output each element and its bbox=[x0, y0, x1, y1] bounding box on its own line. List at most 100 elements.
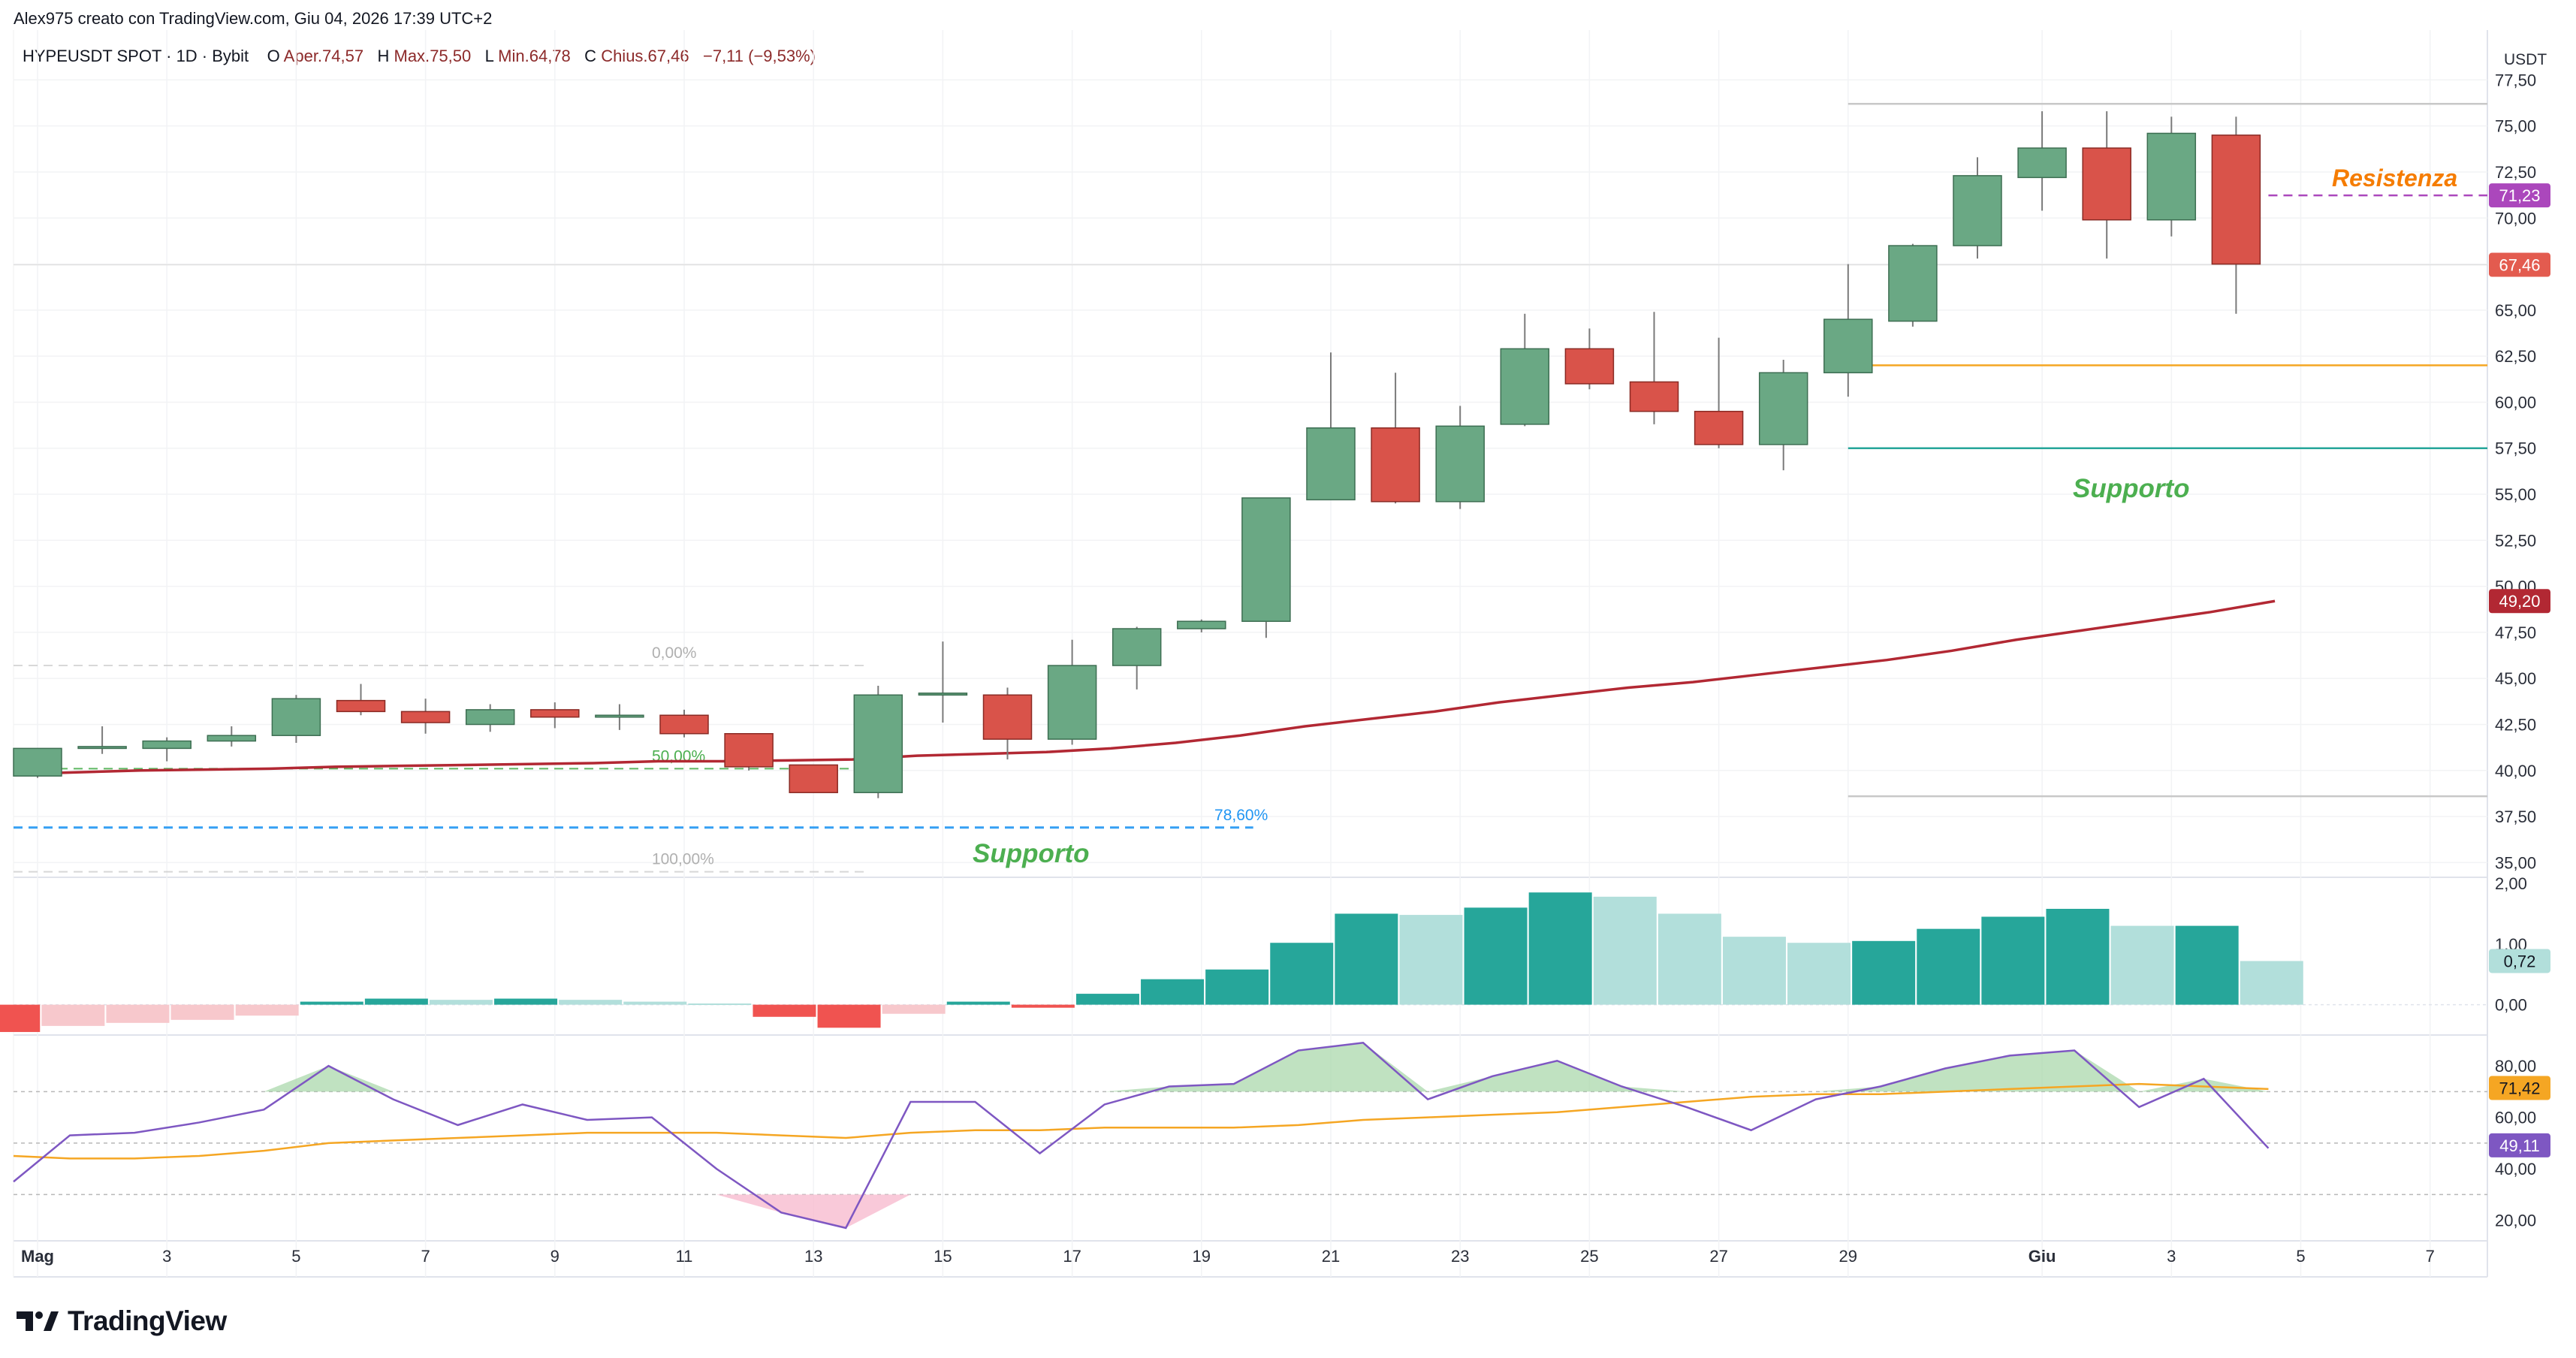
candle bbox=[659, 709, 709, 738]
macd-bar bbox=[1593, 896, 1657, 1005]
macd-bar bbox=[753, 1004, 816, 1017]
close-key: C bbox=[584, 47, 597, 65]
macd-bar bbox=[2240, 961, 2303, 1005]
macd-bar bbox=[1011, 1004, 1075, 1008]
time-tick-label: 11 bbox=[676, 1247, 693, 1266]
candle bbox=[982, 687, 1033, 760]
price-label-text: 71,23 bbox=[2499, 186, 2540, 205]
candle bbox=[1177, 619, 1226, 632]
candle-body bbox=[595, 714, 644, 718]
price-unit-label: USDT bbox=[2504, 51, 2547, 68]
candle-body bbox=[853, 694, 903, 793]
candle bbox=[724, 733, 774, 771]
time-tick-label: 29 bbox=[1839, 1247, 1857, 1266]
price-tick-label: 42,50 bbox=[2495, 716, 2536, 735]
macd-bar bbox=[882, 1004, 946, 1014]
candle bbox=[2017, 111, 2067, 211]
candle bbox=[2211, 116, 2261, 314]
price-tick-label: 77,50 bbox=[2495, 71, 2536, 89]
candle bbox=[1435, 406, 1485, 509]
time-tick-label: 5 bbox=[2296, 1247, 2305, 1266]
candle bbox=[595, 704, 644, 730]
candle-body bbox=[530, 709, 580, 718]
time-tick-label: 3 bbox=[2167, 1247, 2176, 1266]
price-tick-label: 55,00 bbox=[2495, 485, 2536, 504]
macd-bar bbox=[688, 1003, 752, 1005]
macd-bar bbox=[1852, 940, 1916, 1005]
macd-bar bbox=[429, 1000, 493, 1005]
macd-bar bbox=[2110, 925, 2174, 1005]
candle-body bbox=[1953, 175, 2002, 246]
candle bbox=[465, 704, 515, 732]
macd-value-badge bbox=[2489, 949, 2550, 973]
close-value: 67,46 bbox=[647, 47, 689, 65]
price-label-badge bbox=[2489, 589, 2550, 614]
tradingview-logo-icon bbox=[17, 1311, 59, 1331]
symbol-label: HYPEUSDT SPOT · 1D · Bybit bbox=[23, 47, 249, 65]
tradingview-logo-text: TradingView bbox=[68, 1305, 227, 1336]
price-label-text: 49,20 bbox=[2499, 592, 2540, 611]
time-tick-label: 13 bbox=[804, 1247, 822, 1266]
trading-chart[interactable]: 77,5075,0072,5070,0067,5065,0062,5060,00… bbox=[0, 0, 2576, 1292]
candle bbox=[1823, 264, 1873, 397]
candle-body bbox=[1500, 348, 1550, 425]
time-tick-label: 5 bbox=[291, 1247, 300, 1266]
candle-body bbox=[2146, 132, 2197, 221]
credit-text: Alex975 creato con TradingView.com, Giu … bbox=[14, 9, 493, 28]
candle bbox=[1371, 373, 1420, 504]
macd-bar bbox=[1528, 892, 1592, 1005]
candle-body bbox=[2017, 147, 2067, 179]
candle bbox=[400, 699, 451, 734]
candle bbox=[1306, 352, 1356, 501]
rsi-line-badge bbox=[2489, 1133, 2550, 1157]
macd-bar bbox=[2175, 925, 2239, 1005]
price-tick-label: 62,50 bbox=[2495, 347, 2536, 366]
macd-bar bbox=[1658, 913, 1721, 1005]
candle bbox=[530, 702, 580, 729]
time-tick-label: 17 bbox=[1063, 1247, 1081, 1266]
rsi-ma-value: 71,42 bbox=[2499, 1079, 2540, 1097]
annotation-resistenza: Resistenza bbox=[2332, 164, 2457, 192]
candle bbox=[1047, 639, 1097, 745]
candle-body bbox=[2082, 147, 2131, 221]
fibonacci-label: 78,60% bbox=[1214, 807, 1268, 824]
candle-body bbox=[1047, 665, 1097, 740]
close-text: Chius. bbox=[601, 47, 648, 65]
macd-bar bbox=[0, 1004, 41, 1032]
candle-body bbox=[789, 764, 838, 793]
macd-bar bbox=[817, 1004, 881, 1028]
candle bbox=[2082, 111, 2131, 259]
macd-bar bbox=[559, 1000, 623, 1005]
tradingview-logo[interactable]: TradingView bbox=[15, 1305, 227, 1337]
macd-bar bbox=[300, 1001, 363, 1005]
candle-body bbox=[77, 746, 127, 750]
candle bbox=[1500, 313, 1550, 427]
fibonacci-label: 100,00% bbox=[652, 851, 714, 868]
macd-bar bbox=[946, 1001, 1010, 1005]
rsi-oversold-fill bbox=[14, 1194, 2269, 1228]
price-label-text: 67,46 bbox=[2499, 256, 2540, 275]
macd-bar bbox=[623, 1001, 687, 1005]
time-tick-label: Giu bbox=[2029, 1247, 2056, 1266]
price-tick-label: 70,00 bbox=[2495, 209, 2536, 228]
candle-body bbox=[1694, 410, 1744, 445]
moving-average-line bbox=[13, 599, 2276, 776]
candle-body bbox=[1758, 372, 1808, 445]
price-tick-label: 47,50 bbox=[2495, 623, 2536, 642]
time-tick-label: 7 bbox=[2426, 1247, 2435, 1266]
rsi-tick-label: 20,00 bbox=[2495, 1212, 2536, 1230]
candle-body bbox=[1888, 245, 1938, 322]
macd-bar bbox=[235, 1004, 299, 1016]
macd-bar bbox=[1722, 937, 1786, 1005]
candle-body bbox=[1241, 497, 1291, 622]
candle bbox=[1564, 328, 1615, 390]
macd-bar bbox=[1335, 913, 1398, 1005]
price-tick-label: 35,00 bbox=[2495, 853, 2536, 872]
rsi-line bbox=[13, 1041, 2270, 1230]
low-key: L bbox=[484, 47, 494, 65]
time-tick-label: 27 bbox=[1709, 1247, 1727, 1266]
macd-bar bbox=[1205, 969, 1269, 1005]
candle-body bbox=[1564, 348, 1615, 385]
rsi-tick-label: 60,00 bbox=[2495, 1109, 2536, 1127]
candle-body bbox=[400, 711, 451, 723]
